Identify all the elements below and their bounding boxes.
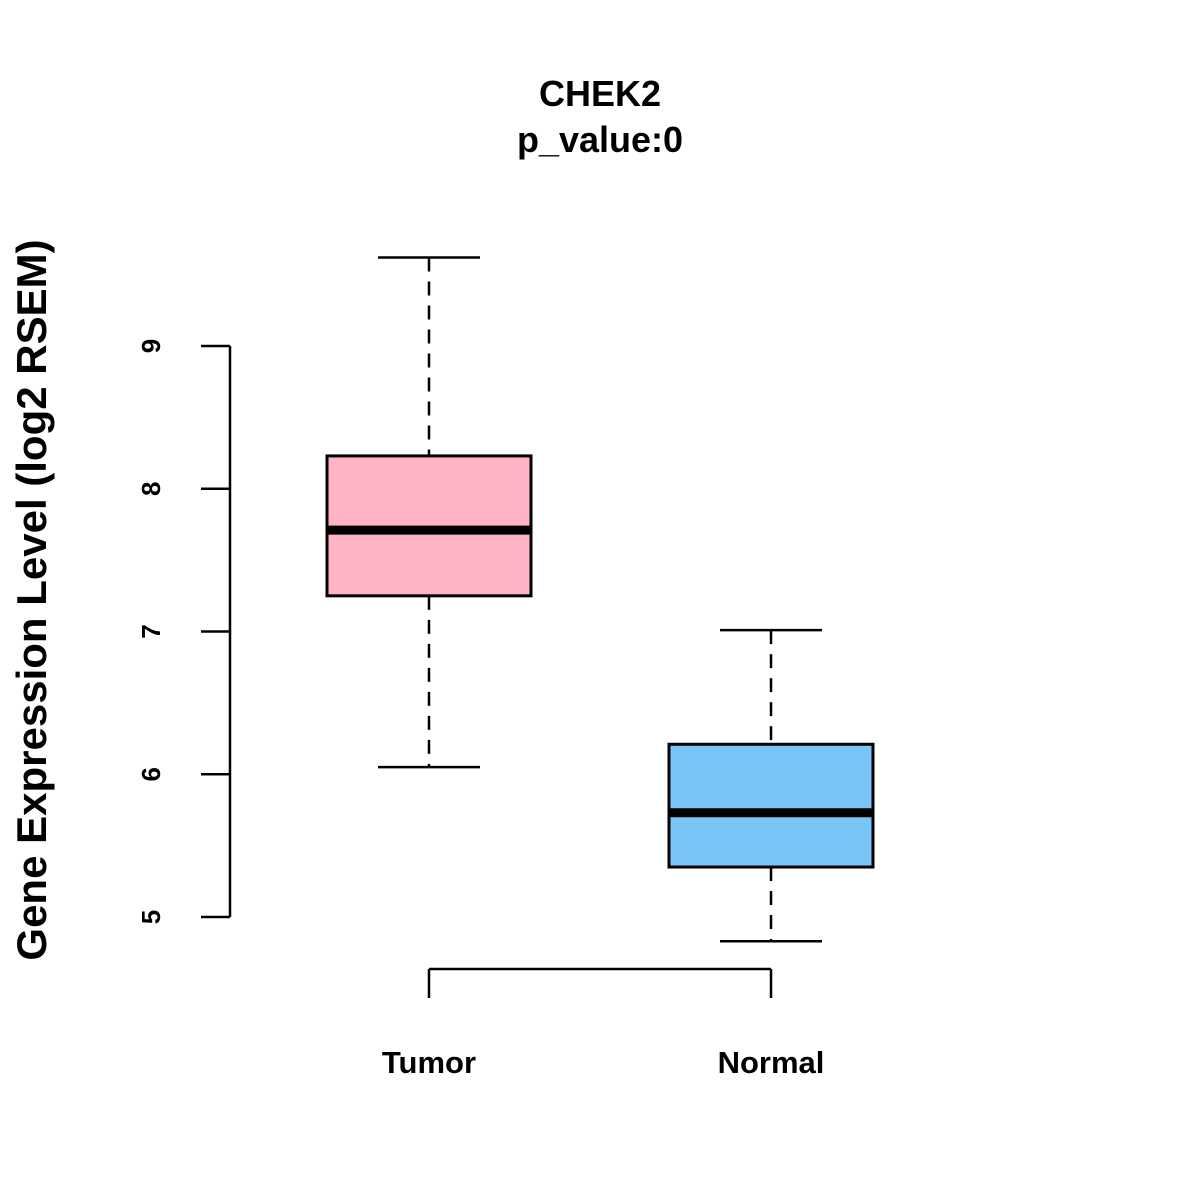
y-tick-label: 9	[136, 339, 166, 353]
chart-subtitle: p_value:0	[517, 119, 683, 160]
box-series	[325, 256, 875, 943]
x-tick-label-normal: Normal	[718, 1045, 825, 1080]
x-tick-label-tumor: Tumor	[382, 1045, 476, 1080]
y-tick-label: 6	[136, 767, 166, 781]
box-iqr	[667, 742, 875, 869]
y-tick-label: 7	[136, 624, 166, 638]
x-axis: Tumor Normal	[382, 967, 825, 1080]
chart-title: CHEK2	[539, 73, 661, 114]
y-tick-label: 8	[136, 482, 166, 496]
y-tick-label: 5	[136, 910, 166, 924]
y-axis: 5 6 7 8 9	[136, 339, 232, 924]
box-tumor	[325, 256, 533, 769]
box-normal	[667, 628, 875, 943]
y-axis-label: Gene Expression Level (log2 RSEM)	[8, 239, 55, 960]
